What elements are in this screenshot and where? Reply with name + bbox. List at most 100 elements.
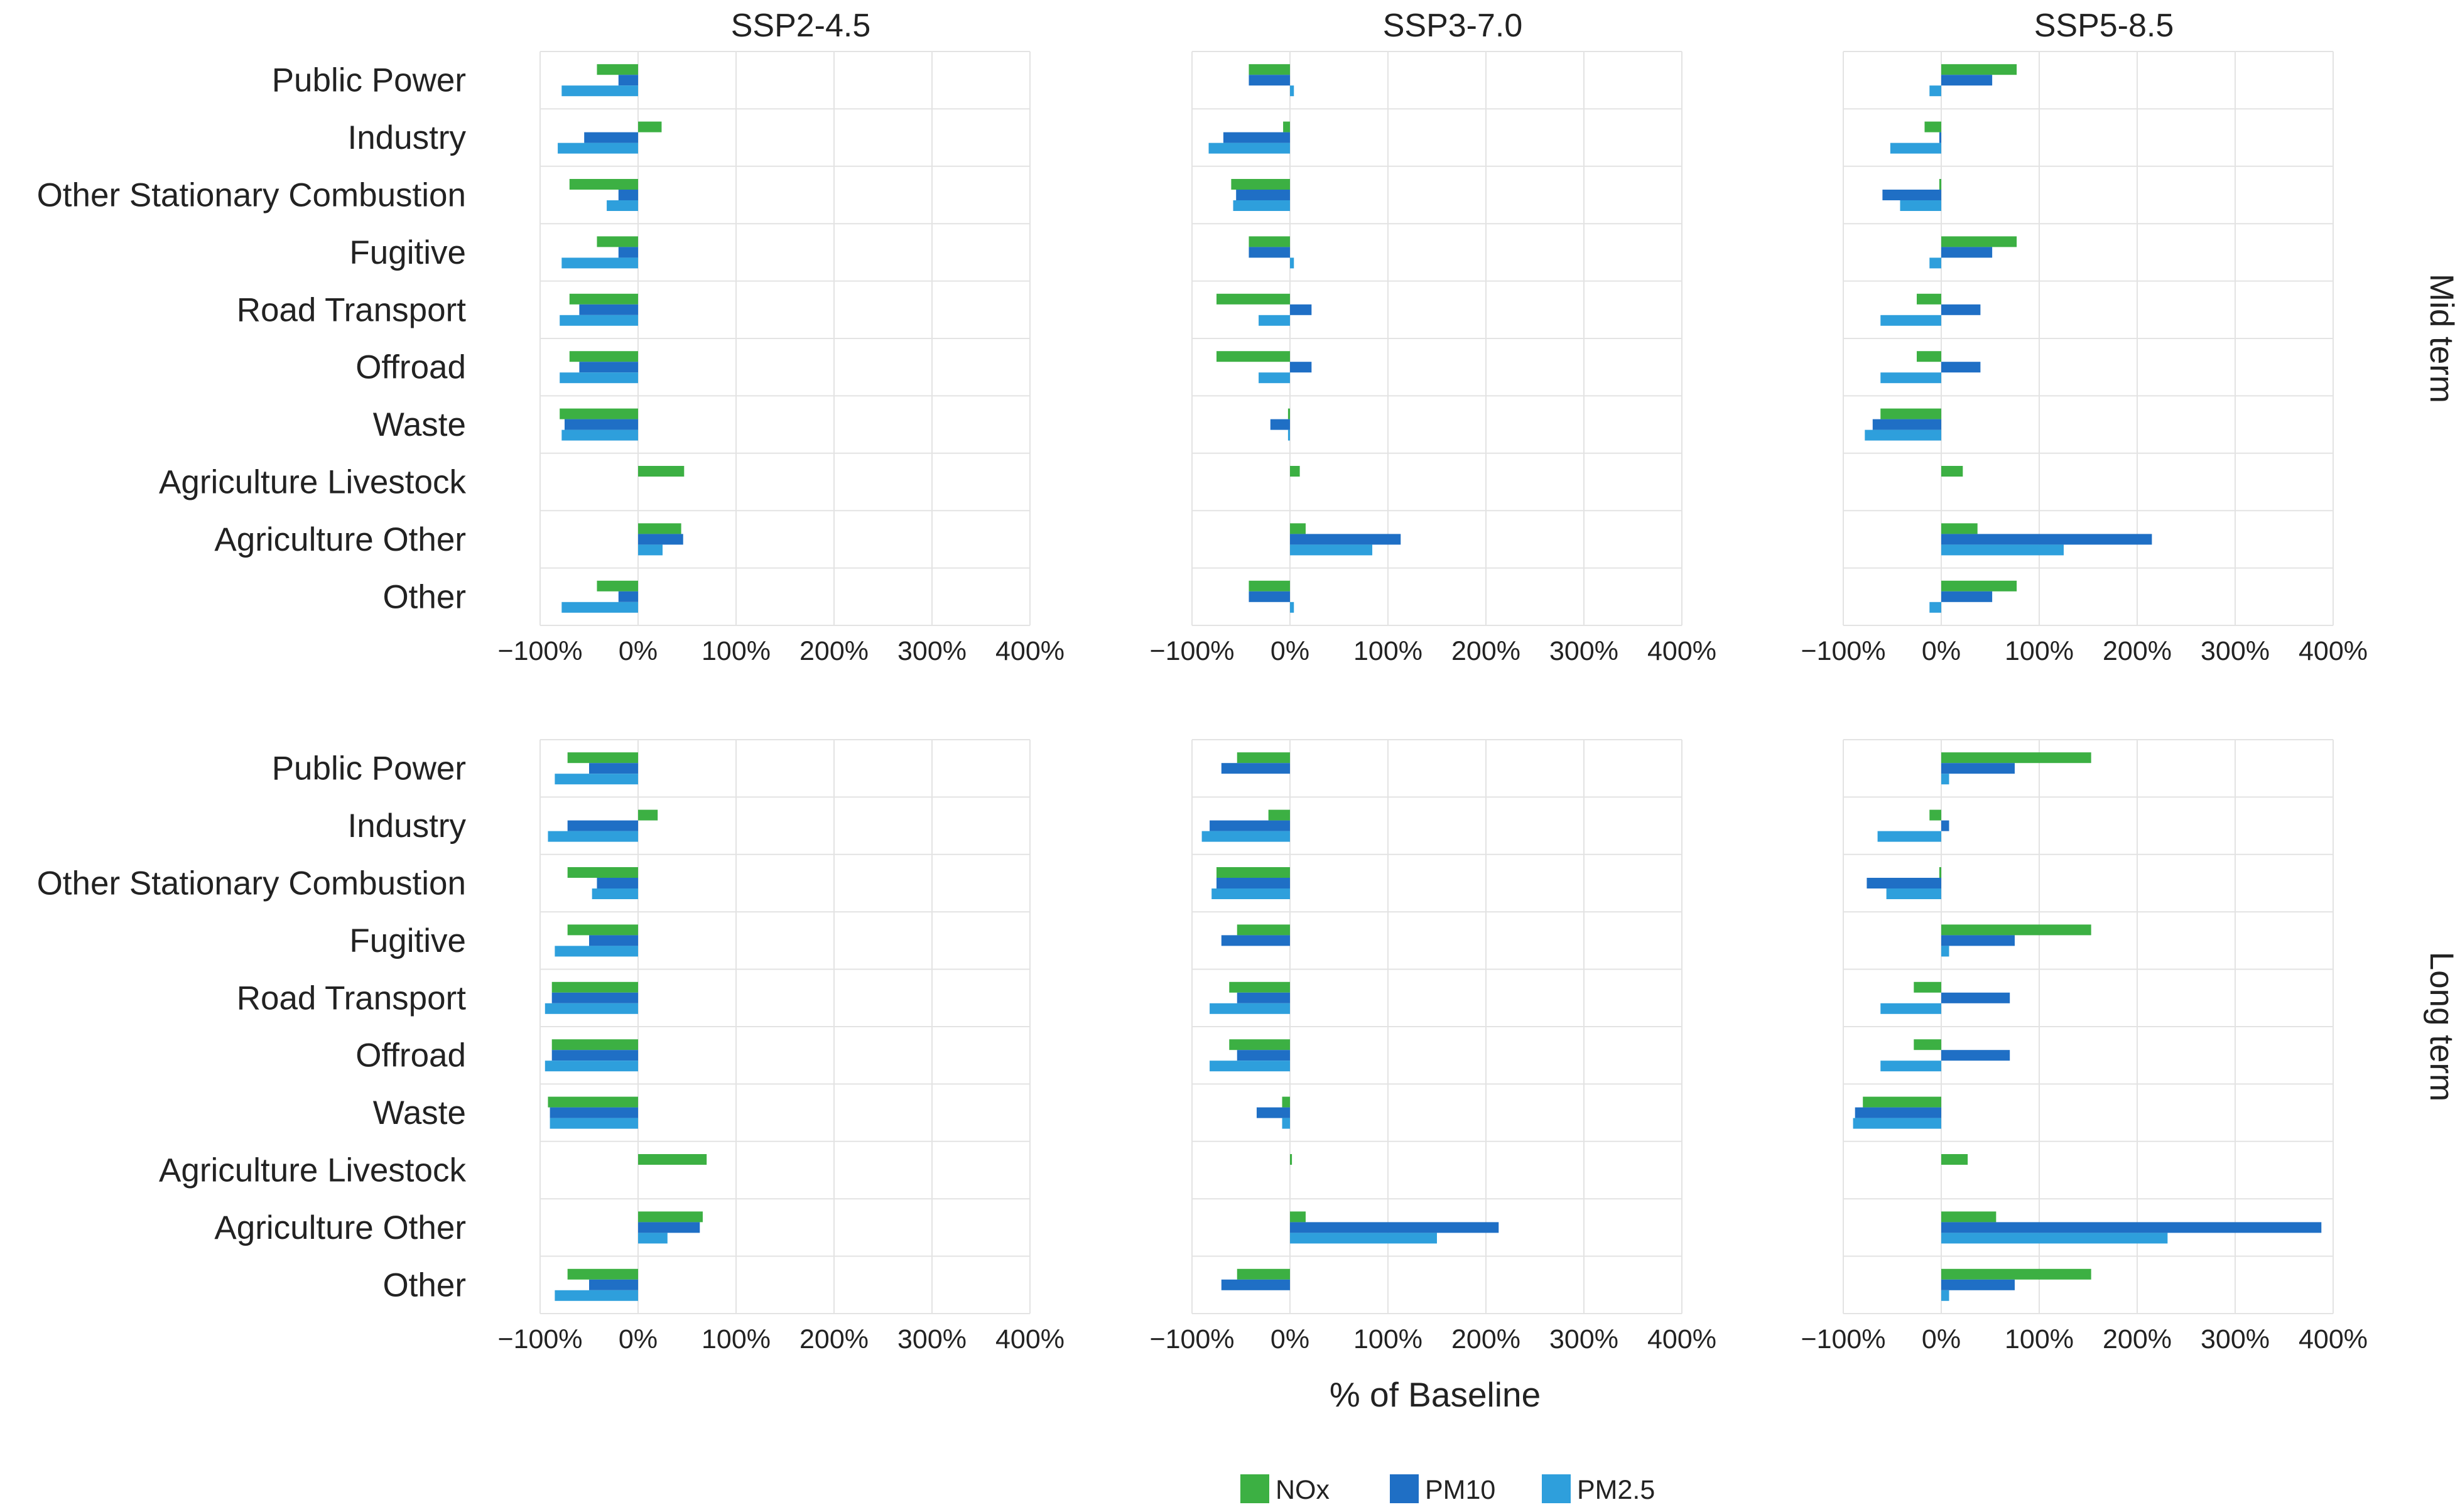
category-label: Agriculture Other [214,521,466,558]
bar [584,132,638,143]
bar [592,888,638,899]
column-title: SSP3-7.0 [1383,8,1523,44]
x-tick-label: 400% [1647,636,1716,666]
bar [1941,1290,1949,1301]
bar [551,1039,638,1050]
bar [1233,200,1290,211]
bar [597,878,638,888]
category-label: Agriculture Livestock [159,464,466,501]
bar [1237,1050,1290,1061]
category-label: Fugitive [349,922,466,959]
category-label: Other Stationary Combustion [37,865,466,902]
x-tick-label: −100% [1801,1324,1885,1354]
bar [1882,190,1941,200]
bar [1270,419,1290,430]
bar [1283,121,1290,132]
x-tick-label: 100% [1353,636,1422,666]
x-axis-title: % of Baseline [1330,1375,1541,1414]
bar [1287,408,1290,419]
bar [638,1211,703,1223]
bar [1917,351,1941,362]
x-tick-label: 200% [1451,1324,1520,1354]
x-tick-label: 100% [2005,636,2074,666]
bar [1216,878,1290,888]
bar [1249,236,1290,247]
x-tick-label: 0% [1922,636,1961,666]
bar [545,1061,638,1072]
bar [1941,992,2010,1003]
bar [1290,523,1306,534]
bar [1941,820,1949,831]
bar [1290,534,1401,545]
x-tick-label: 300% [1549,1324,1618,1354]
bar [1290,257,1294,269]
bar [1924,121,1941,132]
bar [1941,64,2017,75]
bar [1900,200,1941,211]
category-label: Other Stationary Combustion [37,177,466,214]
bar [1941,523,1978,534]
bar [567,867,638,878]
bar [1941,1233,2168,1244]
category-label: Road Transport [237,291,467,328]
x-tick-label: 0% [619,1324,658,1354]
bar [1216,867,1290,878]
bar [561,429,638,441]
bar [1941,304,1981,315]
bar [1941,1154,1968,1165]
x-tick-label: 100% [2005,1324,2074,1354]
bar [569,293,638,305]
category-label: Road Transport [237,980,467,1017]
bar [550,1118,638,1129]
bar [1865,429,1941,441]
x-tick-label: 300% [897,636,967,666]
bar [1210,1061,1290,1072]
x-tick-label: 100% [702,1324,771,1354]
category-label: Agriculture Other [214,1209,466,1246]
bar [1249,75,1290,86]
bar [560,372,638,384]
bar [1941,935,2015,946]
bar [1210,1003,1290,1014]
x-tick-label: −100% [1149,636,1234,666]
bar [1941,1268,2091,1280]
x-tick-label: 400% [1647,1324,1716,1354]
bar [1941,1279,2015,1290]
legend-label: NOx [1276,1475,1330,1505]
bar [550,1107,638,1118]
bar [1941,362,1981,373]
bar [555,774,638,785]
bar [1929,85,1941,97]
bar [1939,867,1941,878]
row-label: Mid term [2423,274,2460,403]
category-label: Agriculture Livestock [159,1152,466,1189]
bar [589,935,638,946]
bar [1941,247,1993,258]
bar [1208,143,1290,154]
bar [1890,143,1941,154]
bar [1290,466,1300,477]
bar [548,831,638,842]
row-label: Long term [2423,952,2460,1102]
bar [1939,132,1941,143]
bar [1914,981,1941,993]
bar [1929,602,1941,613]
legend-label: PM10 [1425,1475,1495,1505]
bar [1886,888,1941,899]
x-tick-label: 400% [2299,636,2368,666]
x-tick-label: 0% [1922,1324,1961,1354]
bar [1855,1107,1941,1118]
bar [1249,247,1290,258]
bar [1941,1222,2322,1233]
x-tick-label: 400% [2299,1324,2368,1354]
bar [1268,809,1290,821]
legend-label: PM2.5 [1577,1475,1655,1505]
bar [1917,293,1941,305]
category-label: Waste [373,1094,466,1131]
bar [1223,132,1290,143]
bar [1880,408,1941,419]
bar [1216,351,1290,362]
bar [1929,257,1941,269]
bar [561,602,638,613]
